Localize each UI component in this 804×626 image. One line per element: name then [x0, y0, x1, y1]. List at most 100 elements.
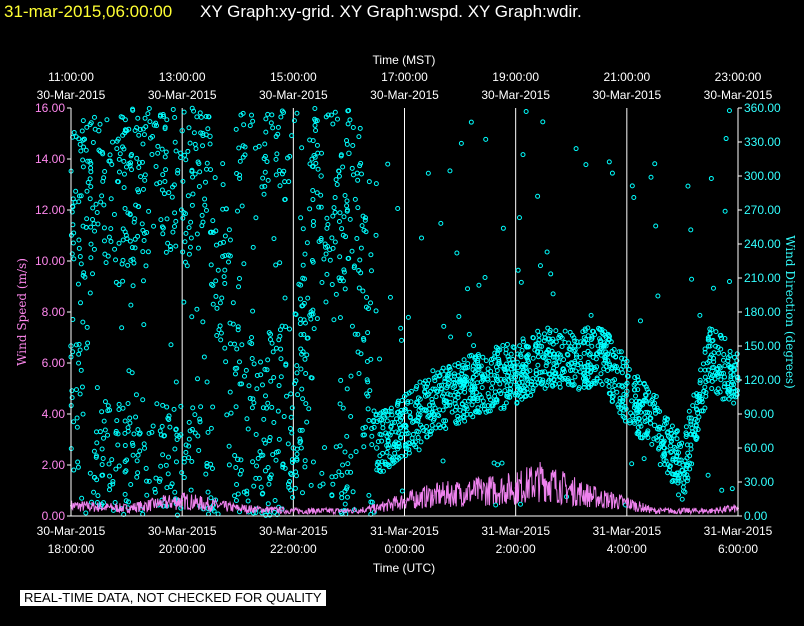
wind-direction-point	[189, 459, 195, 465]
wind-direction-point	[329, 282, 335, 288]
wind-direction-point	[83, 345, 89, 351]
wind-direction-point	[203, 113, 209, 119]
wind-direction-point	[161, 191, 167, 197]
wind-direction-point	[338, 377, 344, 383]
wind-direction-point	[233, 497, 239, 503]
wind-speed-point	[514, 486, 517, 489]
wind-direction-point	[90, 205, 96, 211]
wind-direction-point	[525, 381, 531, 387]
wind-direction-point	[606, 379, 612, 385]
wind-direction-point	[249, 334, 255, 340]
wind-direction-point	[294, 446, 300, 452]
wind-direction-point	[294, 363, 300, 369]
wind-direction-point	[324, 215, 330, 221]
wind-direction-point	[630, 413, 636, 419]
wind-direction-point	[291, 118, 297, 124]
wind-direction-point	[463, 374, 469, 380]
wind-direction-point	[210, 301, 216, 307]
wind-direction-point	[93, 453, 99, 459]
wind-direction-point	[88, 241, 94, 247]
wind-direction-point	[91, 221, 97, 227]
wind-direction-point	[515, 365, 521, 371]
wind-direction-point	[470, 384, 476, 390]
wind-direction-point	[494, 373, 500, 379]
wind-direction-point	[155, 150, 161, 156]
wind-direction-point	[452, 401, 458, 407]
wind-direction-point	[728, 364, 734, 370]
wind-direction-point	[339, 491, 345, 497]
wind-direction-point	[334, 182, 340, 188]
right-tick-label: 270.00	[744, 203, 781, 217]
wind-direction-point	[405, 314, 411, 320]
wind-direction-point	[547, 339, 553, 345]
wind-direction-point	[676, 441, 682, 447]
wind-direction-point	[322, 445, 328, 451]
wind-direction-point	[482, 403, 488, 409]
wind-direction-point	[352, 331, 358, 337]
wind-direction-point	[170, 106, 176, 112]
wind-direction-point	[511, 345, 517, 351]
wind-direction-point	[519, 347, 525, 353]
wind-direction-point	[675, 480, 681, 486]
wind-direction-point	[726, 396, 732, 402]
wind-direction-point	[107, 407, 113, 413]
wind-direction-point	[459, 368, 465, 374]
wind-direction-point	[298, 438, 304, 444]
wind-direction-point	[483, 358, 489, 364]
wind-direction-point	[239, 342, 245, 348]
wind-direction-point	[544, 360, 550, 366]
wind-direction-point	[571, 348, 577, 354]
wind-direction-point	[612, 383, 618, 389]
wind-direction-point	[117, 151, 123, 157]
wind-direction-point	[77, 254, 83, 260]
wind-direction-point	[378, 410, 384, 416]
wind-direction-point	[115, 442, 121, 448]
wind-direction-point	[550, 291, 556, 297]
wind-direction-point	[310, 197, 316, 203]
wind-direction-point	[203, 207, 209, 213]
wind-direction-point	[508, 382, 514, 388]
wind-direction-point	[651, 422, 658, 429]
right-tick-label: 330.00	[744, 135, 781, 149]
wind-direction-point	[325, 222, 331, 228]
wind-direction-point	[273, 457, 279, 463]
wind-direction-point	[692, 416, 698, 422]
wind-direction-point	[625, 373, 631, 379]
wind-direction-point	[361, 432, 367, 438]
left-tick-label: 12.00	[35, 203, 65, 217]
wind-direction-point	[180, 215, 186, 221]
wind-direction-point	[122, 443, 128, 449]
wind-direction-point	[76, 351, 82, 357]
wind-direction-point	[109, 162, 115, 168]
wind-direction-point	[573, 354, 579, 360]
wind-direction-point	[681, 471, 687, 477]
wind-direction-point	[337, 278, 343, 284]
wind-direction-point	[279, 108, 285, 114]
wind-direction-point	[232, 341, 238, 347]
wind-direction-point	[490, 380, 496, 386]
wind-direction-point	[676, 492, 682, 498]
wind-direction-point	[158, 432, 164, 438]
wind-direction-point	[407, 409, 413, 415]
wind-direction-point	[210, 404, 216, 410]
wind-direction-point	[118, 114, 124, 120]
wind-direction-point	[403, 431, 409, 437]
wind-speed-point	[181, 499, 184, 502]
wind-direction-point	[315, 166, 321, 172]
wind-direction-point	[653, 393, 659, 399]
wind-direction-point	[637, 435, 643, 441]
wind-direction-point	[114, 146, 120, 152]
wind-direction-point	[242, 144, 248, 150]
wind-direction-point	[105, 403, 111, 409]
wind-direction-point	[130, 452, 136, 458]
wind-speed-point	[625, 502, 628, 505]
left-tick-label: 14.00	[35, 152, 65, 166]
wind-direction-point	[272, 497, 278, 503]
wind-direction-point	[539, 369, 545, 375]
wind-direction-point	[683, 424, 689, 430]
wind-direction-point	[451, 379, 457, 385]
wind-direction-point	[705, 472, 711, 478]
wind-direction-point	[99, 462, 105, 468]
wind-direction-point	[500, 225, 506, 231]
wind-direction-point	[323, 299, 329, 305]
